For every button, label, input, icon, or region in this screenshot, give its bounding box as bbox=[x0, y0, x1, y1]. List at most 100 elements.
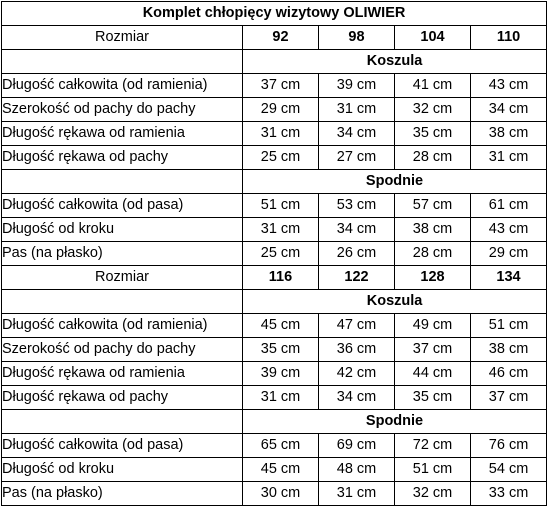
measurement-value: 34 cm bbox=[318, 385, 395, 410]
table-row: Długość od kroku 45 cm 48 cm 51 cm 54 cm bbox=[1, 457, 548, 482]
measurement-value: 45 cm bbox=[242, 457, 319, 482]
measurement-value: 35 cm bbox=[242, 337, 319, 362]
measurement-value: 34 cm bbox=[318, 121, 395, 146]
size-value: 110 bbox=[469, 25, 548, 50]
measurement-label: Szerokość od pachy do pachy bbox=[1, 97, 243, 122]
size-header-label: Rozmiar bbox=[1, 25, 243, 50]
measurement-value: 76 cm bbox=[469, 433, 548, 458]
table-row: Długość rękawa od pachy 25 cm 27 cm 28 c… bbox=[1, 145, 548, 170]
size-value: 98 bbox=[318, 25, 395, 50]
measurement-label: Długość rękawa od pachy bbox=[1, 385, 243, 410]
measurement-value: 29 cm bbox=[242, 97, 319, 122]
empty-cell bbox=[1, 169, 243, 194]
measurement-label: Długość całkowita (od ramienia) bbox=[1, 313, 243, 338]
table-row: Długość całkowita (od ramienia) 45 cm 47… bbox=[1, 313, 548, 338]
measurement-value: 37 cm bbox=[469, 385, 548, 410]
table-row: Szerokość od pachy do pachy 29 cm 31 cm … bbox=[1, 97, 548, 122]
measurement-value: 30 cm bbox=[242, 481, 319, 506]
measurement-value: 61 cm bbox=[469, 193, 548, 218]
measurement-value: 35 cm bbox=[394, 121, 471, 146]
size-header-label: Rozmiar bbox=[1, 265, 243, 290]
measurement-value: 38 cm bbox=[469, 337, 548, 362]
measurement-value: 32 cm bbox=[394, 481, 471, 506]
measurement-value: 43 cm bbox=[469, 217, 548, 242]
table-row: Długość rękawa od pachy 31 cm 34 cm 35 c… bbox=[1, 385, 548, 410]
table-title: Komplet chłopięcy wizytowy OLIWIER bbox=[0, 1, 548, 26]
section-heading-trousers: Spodnie bbox=[241, 169, 548, 194]
size-value: 116 bbox=[242, 265, 319, 290]
measurement-value: 28 cm bbox=[394, 241, 471, 266]
measurement-label: Długość całkowita (od pasa) bbox=[1, 193, 243, 218]
measurement-value: 25 cm bbox=[242, 241, 319, 266]
table-row: Długość całkowita (od ramienia) 37 cm 39… bbox=[1, 73, 548, 98]
measurement-label: Długość rękawa od pachy bbox=[1, 145, 243, 170]
measurement-value: 31 cm bbox=[242, 385, 319, 410]
measurement-label: Długość od kroku bbox=[1, 217, 243, 242]
table-row: Długość rękawa od ramienia 39 cm 42 cm 4… bbox=[1, 361, 548, 386]
measurement-label: Długość całkowita (od ramienia) bbox=[1, 73, 243, 98]
title-row: Komplet chłopięcy wizytowy OLIWIER bbox=[0, 1, 548, 26]
measurement-value: 38 cm bbox=[469, 121, 548, 146]
section-heading-shirt: Koszula bbox=[241, 289, 548, 314]
section-header-row: Spodnie bbox=[1, 169, 548, 194]
measurement-value: 37 cm bbox=[394, 337, 471, 362]
measurement-value: 49 cm bbox=[394, 313, 471, 338]
measurement-value: 31 cm bbox=[318, 481, 395, 506]
measurement-value: 33 cm bbox=[469, 481, 548, 506]
measurement-value: 69 cm bbox=[318, 433, 395, 458]
empty-cell bbox=[1, 49, 243, 74]
measurement-value: 51 cm bbox=[394, 457, 471, 482]
measurement-value: 36 cm bbox=[318, 337, 395, 362]
measurement-value: 31 cm bbox=[242, 217, 319, 242]
measurement-label: Pas (na płasko) bbox=[1, 481, 243, 506]
measurement-value: 39 cm bbox=[318, 73, 395, 98]
table-row: Długość od kroku 31 cm 34 cm 38 cm 43 cm bbox=[1, 217, 548, 242]
measurement-value: 47 cm bbox=[318, 313, 395, 338]
size-value: 122 bbox=[318, 265, 395, 290]
measurement-value: 31 cm bbox=[469, 145, 548, 170]
measurement-value: 32 cm bbox=[394, 97, 471, 122]
section-header-row: Koszula bbox=[1, 49, 548, 74]
measurement-value: 57 cm bbox=[394, 193, 471, 218]
measurement-label: Długość od kroku bbox=[1, 457, 243, 482]
measurement-label: Długość rękawa od ramienia bbox=[1, 361, 243, 386]
section-header-row: Koszula bbox=[1, 289, 548, 314]
measurement-value: 53 cm bbox=[318, 193, 395, 218]
measurement-value: 25 cm bbox=[242, 145, 319, 170]
measurement-value: 46 cm bbox=[469, 361, 548, 386]
measurement-value: 44 cm bbox=[394, 361, 471, 386]
measurement-value: 26 cm bbox=[318, 241, 395, 266]
measurement-value: 34 cm bbox=[469, 97, 548, 122]
measurement-value: 28 cm bbox=[394, 145, 471, 170]
table-row: Długość całkowita (od pasa) 65 cm 69 cm … bbox=[1, 433, 548, 458]
measurement-value: 72 cm bbox=[394, 433, 471, 458]
measurement-value: 31 cm bbox=[242, 121, 319, 146]
measurement-value: 35 cm bbox=[394, 385, 471, 410]
measurement-value: 37 cm bbox=[242, 73, 319, 98]
table-row: Pas (na płasko) 30 cm 31 cm 32 cm 33 cm bbox=[1, 481, 548, 506]
size-value: 104 bbox=[394, 25, 471, 50]
table-row: Długość całkowita (od pasa) 51 cm 53 cm … bbox=[1, 193, 548, 218]
empty-cell bbox=[1, 289, 243, 314]
measurement-label: Szerokość od pachy do pachy bbox=[1, 337, 243, 362]
measurement-value: 29 cm bbox=[469, 241, 548, 266]
measurement-value: 42 cm bbox=[318, 361, 395, 386]
measurement-value: 38 cm bbox=[394, 217, 471, 242]
measurement-value: 43 cm bbox=[469, 73, 548, 98]
measurement-value: 27 cm bbox=[318, 145, 395, 170]
size-value: 134 bbox=[469, 265, 548, 290]
table-row: Szerokość od pachy do pachy 35 cm 36 cm … bbox=[1, 337, 548, 362]
measurement-value: 31 cm bbox=[318, 97, 395, 122]
measurement-value: 48 cm bbox=[318, 457, 395, 482]
section-heading-shirt: Koszula bbox=[241, 49, 548, 74]
measurement-value: 51 cm bbox=[469, 313, 548, 338]
size-header-row: Rozmiar 92 98 104 110 bbox=[1, 25, 548, 50]
measurement-label: Pas (na płasko) bbox=[1, 241, 243, 266]
empty-cell bbox=[1, 409, 243, 434]
size-header-row: Rozmiar 116 122 128 134 bbox=[1, 265, 548, 290]
measurement-value: 34 cm bbox=[318, 217, 395, 242]
section-heading-trousers: Spodnie bbox=[241, 409, 548, 434]
measurement-label: Długość rękawa od ramienia bbox=[1, 121, 243, 146]
section-header-row: Spodnie bbox=[1, 409, 548, 434]
